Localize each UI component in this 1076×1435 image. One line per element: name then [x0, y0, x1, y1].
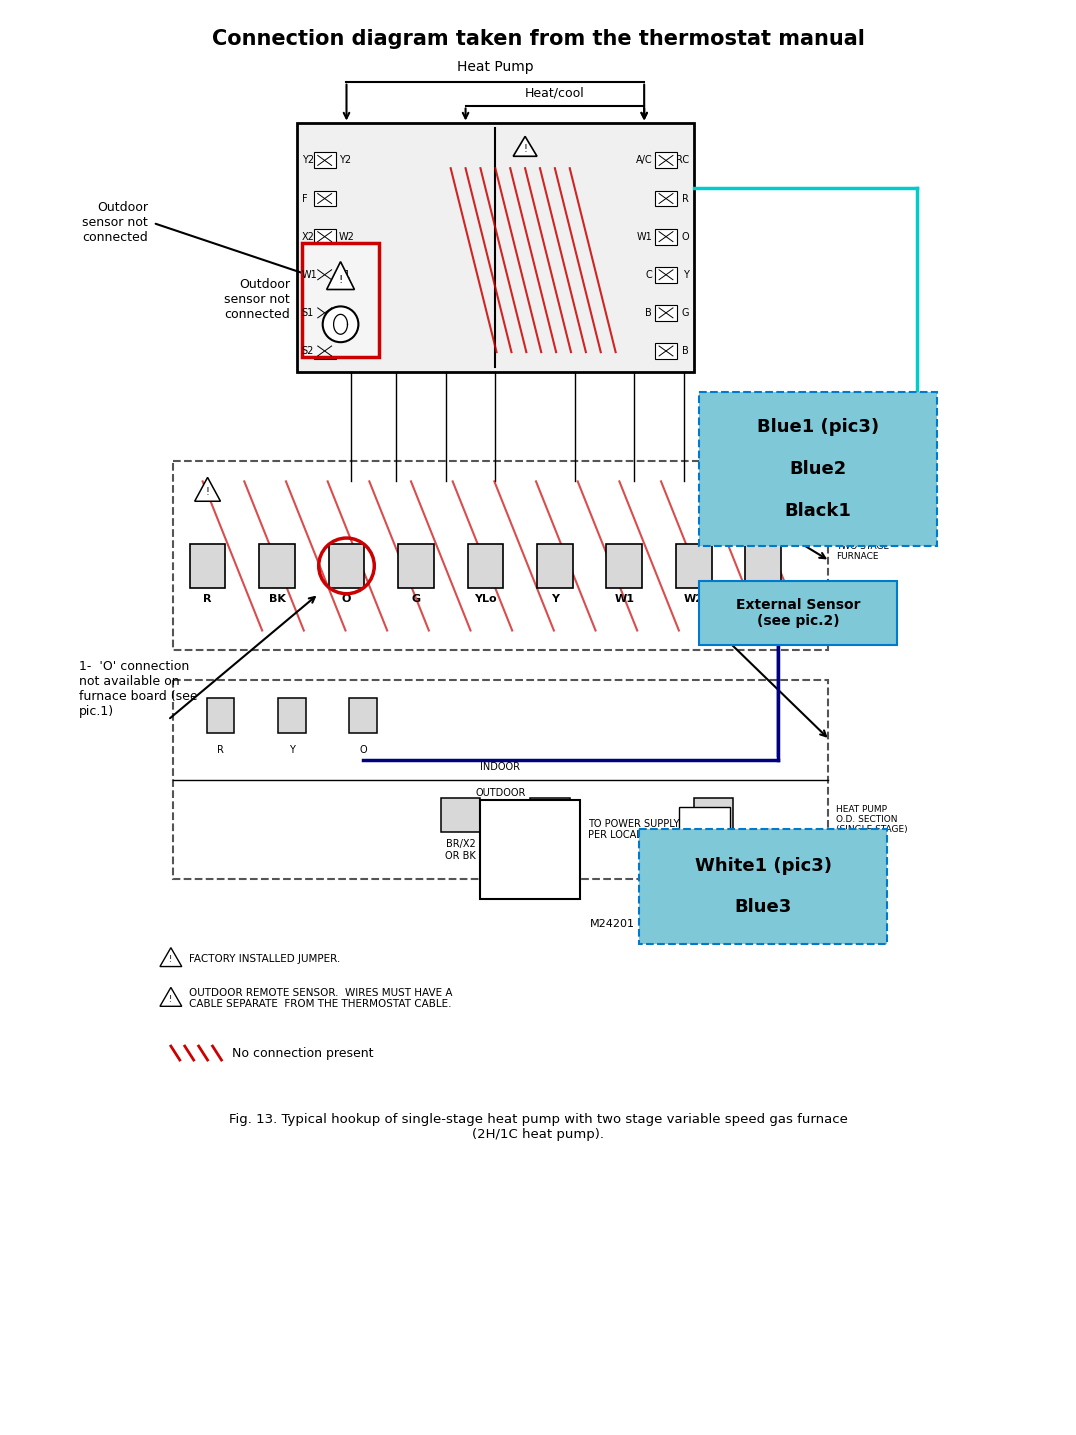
Bar	[189, 544, 226, 588]
Text: R: R	[217, 745, 224, 755]
Polygon shape	[513, 136, 537, 156]
Text: !: !	[169, 994, 172, 1004]
Text: YLo: YLo	[475, 594, 497, 604]
Text: BR(T): BR(T)	[536, 839, 564, 850]
Text: W1: W1	[302, 270, 317, 280]
Text: Blue1 (pic3)

Blue2

Black1: Blue1 (pic3) Blue2 Black1	[756, 419, 879, 519]
Bar	[297, 123, 694, 372]
Bar	[655, 304, 677, 321]
Text: INDOOR: INDOOR	[480, 762, 521, 772]
Bar	[207, 697, 235, 733]
Bar	[537, 544, 572, 588]
Bar	[698, 581, 897, 646]
Text: B: B	[710, 839, 717, 850]
Bar	[698, 392, 937, 545]
Bar	[481, 799, 580, 898]
Text: !: !	[523, 145, 527, 155]
Text: Y: Y	[551, 594, 558, 604]
Text: !: !	[169, 956, 172, 964]
Text: R: R	[203, 594, 212, 604]
Text: B/C: B/C	[753, 594, 774, 604]
Text: S1: S1	[339, 270, 351, 280]
Text: Y2: Y2	[302, 155, 314, 165]
Text: !: !	[206, 488, 210, 498]
Text: OUTDOOR REMOTE SENSOR.  WIRES MUST HAVE A
CABLE SEPARATE  FROM THE THERMOSTAT CA: OUTDOOR REMOTE SENSOR. WIRES MUST HAVE A…	[188, 987, 452, 1009]
Text: !: !	[338, 274, 343, 284]
Polygon shape	[160, 987, 182, 1006]
Bar	[679, 808, 731, 847]
Text: Outdoor
sensor not
connected: Outdoor sensor not connected	[82, 201, 148, 244]
Text: C: C	[646, 270, 652, 280]
Text: 3PH
ONLY: 3PH ONLY	[694, 818, 716, 837]
Bar	[655, 228, 677, 244]
Bar	[259, 544, 295, 588]
Text: A/C: A/C	[636, 155, 652, 165]
Text: X2: X2	[302, 231, 314, 241]
Bar	[314, 343, 336, 359]
Bar	[314, 304, 336, 321]
Text: OUTDOOR: OUTDOOR	[476, 788, 525, 798]
Text: W1: W1	[636, 231, 652, 241]
Text: W2: W2	[683, 594, 704, 604]
Bar	[314, 228, 336, 244]
Bar	[607, 544, 642, 588]
Text: White1 (pic3)

Blue3: White1 (pic3) Blue3	[695, 857, 832, 917]
Bar	[350, 697, 378, 733]
Polygon shape	[195, 478, 221, 501]
Text: RC: RC	[676, 155, 689, 165]
Text: G: G	[411, 594, 421, 604]
Bar	[314, 267, 336, 283]
Text: O: O	[342, 594, 351, 604]
Text: Y: Y	[289, 745, 295, 755]
Bar	[639, 829, 888, 944]
Bar	[694, 798, 734, 832]
Text: BR/X2
OR BK: BR/X2 OR BK	[445, 839, 476, 861]
Text: S2: S2	[339, 309, 351, 319]
Text: O: O	[359, 745, 367, 755]
Text: No connection present: No connection present	[232, 1046, 373, 1059]
Text: Y: Y	[683, 270, 689, 280]
Bar	[328, 544, 365, 588]
Text: O: O	[681, 231, 689, 241]
Bar	[530, 798, 570, 832]
Bar	[278, 697, 306, 733]
Bar	[468, 544, 504, 588]
Text: Outdoor
sensor not
connected: Outdoor sensor not connected	[224, 278, 289, 321]
Circle shape	[323, 307, 358, 342]
Text: TO POWER SUPPLY
PER LOCAL CODES: TO POWER SUPPLY PER LOCAL CODES	[587, 818, 679, 839]
Text: VARIABLE
SPEED
TWO STAGE
FURNACE: VARIABLE SPEED TWO STAGE FURNACE	[836, 521, 889, 561]
Bar	[302, 243, 379, 357]
Polygon shape	[327, 261, 354, 290]
Bar	[655, 343, 677, 359]
Text: B: B	[646, 309, 652, 319]
Bar	[655, 152, 677, 168]
Bar	[655, 191, 677, 207]
Bar	[173, 462, 827, 650]
Text: HEAT PUMP
O.D. SECTION
(SINGLE STAGE): HEAT PUMP O.D. SECTION (SINGLE STAGE)	[836, 805, 907, 834]
Text: G: G	[681, 309, 689, 319]
Bar	[398, 544, 434, 588]
Text: B: B	[682, 346, 689, 356]
Text: 1-  'O' connection
not available on
furnace board (see
pic.1): 1- 'O' connection not available on furna…	[79, 660, 197, 719]
Text: Fig. 13. Typical hookup of single-stage heat pump with two stage variable speed : Fig. 13. Typical hookup of single-stage …	[228, 1112, 848, 1141]
Text: S1: S1	[302, 309, 314, 319]
Text: F: F	[302, 194, 308, 204]
Text: R: R	[682, 194, 689, 204]
Text: Heat Pump: Heat Pump	[457, 60, 534, 73]
Text: M24201: M24201	[590, 918, 635, 928]
Bar	[655, 267, 677, 283]
Bar	[314, 191, 336, 207]
Text: W1: W1	[614, 594, 635, 604]
Text: S2: S2	[302, 346, 314, 356]
Text: FACTORY INSTALLED JUMPER.: FACTORY INSTALLED JUMPER.	[188, 954, 340, 963]
Bar	[676, 544, 711, 588]
Bar	[173, 680, 827, 880]
Bar	[746, 544, 781, 588]
Bar	[314, 152, 336, 168]
Polygon shape	[160, 947, 182, 967]
Text: W2: W2	[339, 231, 354, 241]
Text: External Sensor
(see pic.2): External Sensor (see pic.2)	[736, 598, 860, 629]
Text: Heat/cool: Heat/cool	[525, 86, 584, 99]
Text: Y2: Y2	[339, 155, 351, 165]
Bar	[441, 798, 481, 832]
